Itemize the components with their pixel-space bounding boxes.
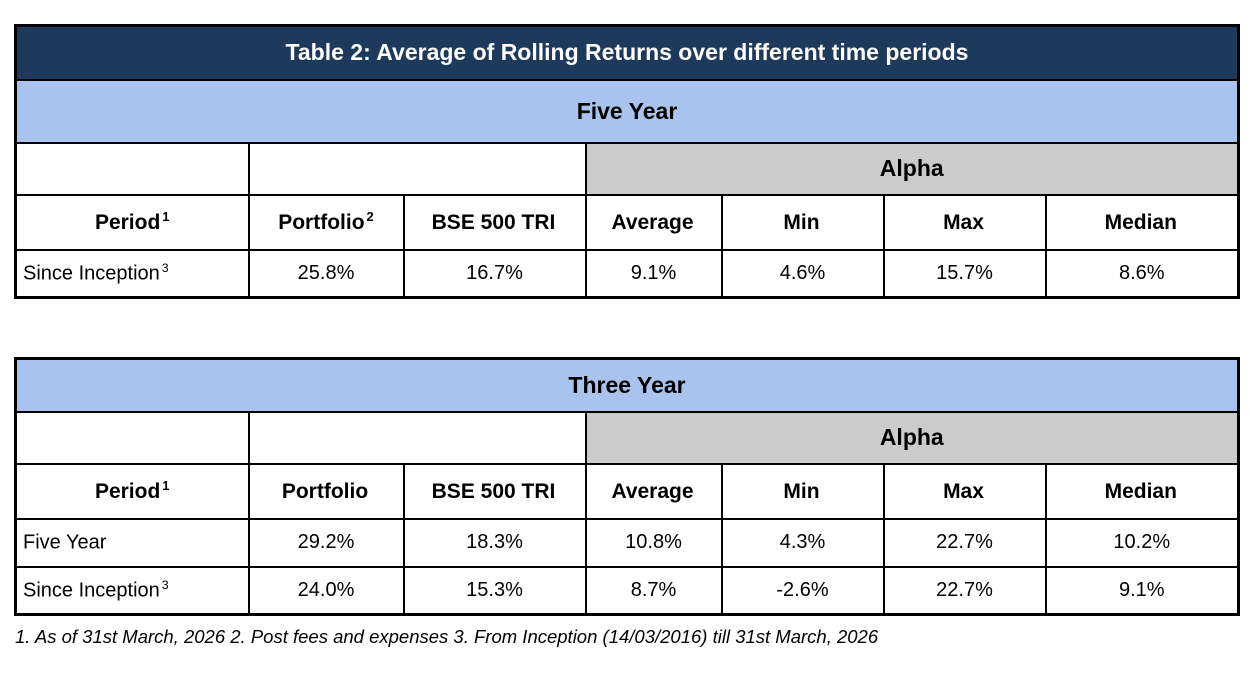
alpha-band: Alpha xyxy=(584,141,1240,196)
value-cell: 22.7% xyxy=(882,565,1047,616)
average-column-header: Average xyxy=(584,462,723,520)
three-year-band: Three Year xyxy=(14,357,1240,413)
blank-cell xyxy=(247,410,587,465)
value-cell: 10.2% xyxy=(1044,517,1240,568)
five-year-rolling-returns-table: Table 2: Average of Rolling Returns over… xyxy=(14,24,1240,299)
bse500tri-column-header: BSE 500 TRI xyxy=(402,462,587,520)
value-cell: 15.3% xyxy=(402,565,587,616)
bse500tri-column-header: BSE 500 TRI xyxy=(402,193,587,251)
value-cell: 4.3% xyxy=(720,517,885,568)
value-cell: 29.2% xyxy=(247,517,405,568)
min-column-header: Min xyxy=(720,462,885,520)
value-cell: 8.6% xyxy=(1044,248,1240,299)
period-cell: Five Year xyxy=(14,517,250,568)
column-header-row: Period 1 Portfolio 2 BSE 500 TRI Average M… xyxy=(14,193,1240,251)
value-cell: -2.6% xyxy=(720,565,885,616)
period-cell: Since Inception 3 xyxy=(14,248,250,299)
median-column-header: Median xyxy=(1044,462,1240,520)
value-cell: 8.7% xyxy=(584,565,723,616)
period-column-header: Period 1 xyxy=(14,193,250,251)
value-cell: 9.1% xyxy=(1044,565,1240,616)
value-cell: 16.7% xyxy=(402,248,587,299)
table-title: Table 2: Average of Rolling Returns over… xyxy=(14,24,1240,81)
page: Table 2: Average of Rolling Returns over… xyxy=(14,24,1241,647)
period-column-header: Period 1 xyxy=(14,462,250,520)
portfolio-column-header: Portfolio xyxy=(247,462,405,520)
footnote: 1. As of 31st March, 2026 2. Post fees a… xyxy=(15,626,879,647)
value-cell: 25.8% xyxy=(247,248,405,299)
column-header-row: Period 1 Portfolio BSE 500 TRI Average Mi… xyxy=(14,462,1240,520)
period-band-row: Five Year xyxy=(14,78,1240,144)
value-cell: 24.0% xyxy=(247,565,405,616)
alpha-band: Alpha xyxy=(584,410,1240,465)
period-band-row: Three Year xyxy=(14,357,1240,413)
value-cell: 15.7% xyxy=(882,248,1047,299)
blank-cell xyxy=(14,410,250,465)
value-cell: 9.1% xyxy=(584,248,723,299)
portfolio-column-header: Portfolio 2 xyxy=(247,193,405,251)
alpha-band-row: Alpha xyxy=(14,410,1240,465)
table-row: Since Inception 3 24.0% 15.3% 8.7% -2.6% … xyxy=(14,565,1240,616)
average-column-header: Average xyxy=(584,193,723,251)
three-year-rolling-returns-table: Three Year Alpha Period 1 Portfolio BSE 5… xyxy=(14,357,1241,616)
min-column-header: Min xyxy=(720,193,885,251)
value-cell: 10.8% xyxy=(584,517,723,568)
table-row: Since Inception 3 25.8% 16.7% 9.1% 4.6% 1… xyxy=(14,248,1240,299)
max-column-header: Max xyxy=(882,462,1047,520)
five-year-band: Five Year xyxy=(14,78,1240,144)
period-cell: Since Inception 3 xyxy=(14,565,250,616)
blank-cell xyxy=(247,141,587,196)
value-cell: 18.3% xyxy=(402,517,587,568)
alpha-band-row: Alpha xyxy=(14,141,1240,196)
blank-cell xyxy=(14,141,250,196)
max-column-header: Max xyxy=(882,193,1047,251)
table-row: Five Year 29.2% 18.3% 10.8% 4.3% 22.7% 1… xyxy=(14,517,1240,568)
value-cell: 22.7% xyxy=(882,517,1047,568)
table-title-row: Table 2: Average of Rolling Returns over… xyxy=(14,24,1240,81)
median-column-header: Median xyxy=(1044,193,1240,251)
value-cell: 4.6% xyxy=(720,248,885,299)
